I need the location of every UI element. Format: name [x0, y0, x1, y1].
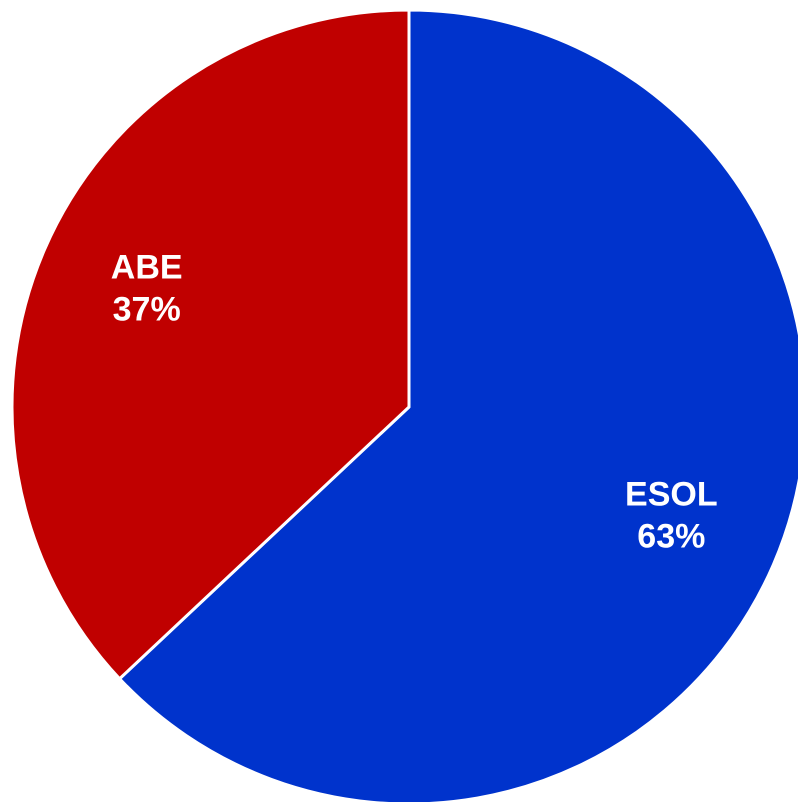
pie-slice-esol [118, 8, 798, 802]
pie-labels: ESOL 63% ABE 37% [111, 248, 718, 555]
slice-value-label: 37% [113, 290, 181, 328]
slice-category-label: ESOL [625, 476, 718, 514]
pie-slices [10, 8, 798, 802]
pie-slice-abe [10, 8, 411, 681]
slice-category-label: ABE [111, 248, 183, 286]
slice-value-label: 63% [637, 518, 705, 556]
